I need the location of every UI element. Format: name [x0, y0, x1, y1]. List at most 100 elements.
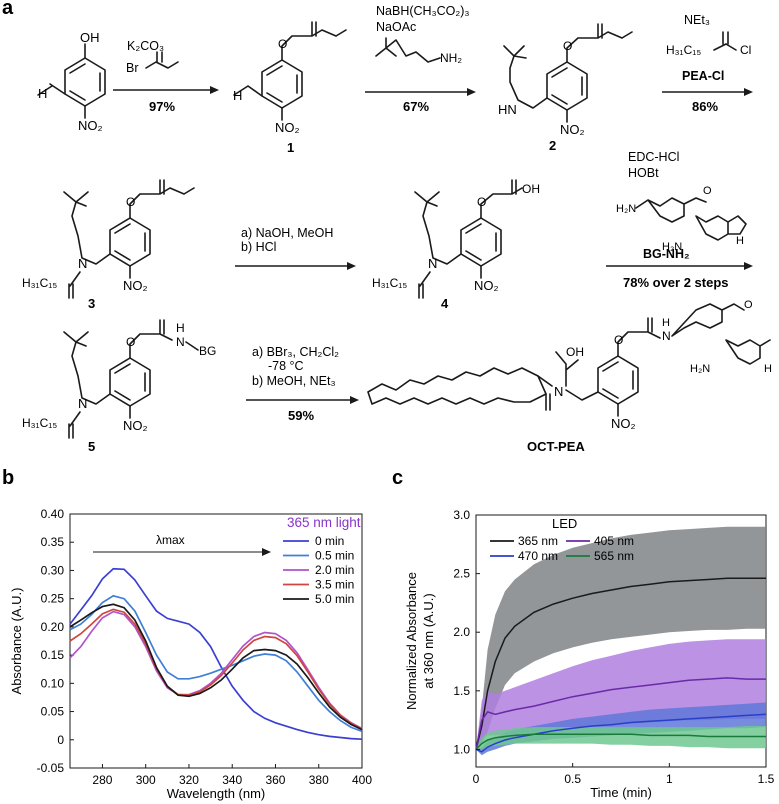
- compound-5-bg: BG: [199, 344, 216, 358]
- legend-c-title: LED: [552, 516, 577, 531]
- b-xtick-label: 280: [92, 773, 112, 787]
- b-series-line: [69, 594, 363, 733]
- compound-2-hn-label: HN: [498, 102, 517, 117]
- panel-label-b: b: [2, 467, 14, 489]
- oct-pea-no2: NO₂: [611, 416, 636, 431]
- panel-label-a: a: [2, 0, 14, 19]
- b-ytick-label: 0.40: [41, 507, 65, 521]
- b-legend-label: 5.0 min: [315, 592, 354, 606]
- b-series-line: [69, 603, 363, 731]
- step1-reagent2: Br: [126, 61, 139, 75]
- step5-reagent2: HOBt: [628, 166, 659, 180]
- c-xtick-label: 1: [666, 772, 673, 786]
- step4-line1: a) NaOH, MeOH: [241, 226, 333, 240]
- legend-b-title: 365 nm light: [287, 515, 361, 530]
- b-ytick-label: 0.20: [41, 620, 65, 634]
- b-legend-label: 2.0 min: [315, 563, 354, 577]
- compound-1-h-label: H: [233, 88, 242, 103]
- synthesis-scheme: a OH H NO₂ K₂CO₃ Br 97% O H NO₂ 1 NaBH(C…: [2, 0, 772, 454]
- plot-c-bands: [476, 526, 766, 756]
- c-series-line: [475, 577, 766, 750]
- b-ytick-label: 0.30: [41, 563, 65, 577]
- plot-c-x-ticks: 0 0.5 1 1.5: [473, 763, 775, 786]
- plot-c-xlabel: Time (min): [590, 785, 652, 800]
- b-xtick-label: 380: [309, 773, 329, 787]
- oct-pea-o: O: [614, 333, 623, 347]
- b-legend-label: 0 min: [315, 534, 344, 548]
- b-xtick-label: 320: [179, 773, 199, 787]
- plot-c-series: [475, 577, 767, 753]
- oct-pea-h2n: H₂N: [690, 363, 710, 375]
- step3: NEt₃ H₃₁C₁₅ Cl PEA-Cl 86%: [662, 13, 753, 114]
- b-ytick-label: 0: [57, 733, 64, 747]
- b-legend-label: 0.5 min: [315, 549, 354, 563]
- step5-reagent1: EDC-HCl: [628, 150, 679, 164]
- compound-3-n-label: N: [78, 256, 87, 271]
- c-ytick-label: 2.5: [453, 567, 470, 581]
- compound-4-n-label: N: [428, 256, 437, 271]
- plot-c-ylabel-line1: Normalized Absorbance: [404, 572, 419, 710]
- plot-b-ylabel: Absorbance (A.U.): [9, 588, 24, 695]
- step6-line1: a) BBr₃, CH₂Cl₂: [252, 345, 339, 359]
- compound-4-number: 4: [441, 296, 449, 311]
- oct-pea-oh: OH: [566, 345, 584, 359]
- chart-c-normalized-absorbance: c 1.0 1.5 2.0 2.5 3.0 0 0.5 1 1.5 LED 365 nm 405…: [392, 467, 775, 800]
- c-series-line: [475, 733, 766, 750]
- c-ytick-label: 1.0: [453, 742, 470, 756]
- chart-b-absorbance-spectra: b -0.05 0 0.05 0.10 0.15 0.20 0.25 0.30 0.35 0.40…: [2, 467, 372, 801]
- b-xtick-label: 300: [136, 773, 156, 787]
- c-legend-label: 365 nm: [518, 534, 558, 548]
- compound-5-n-label: N: [78, 396, 87, 411]
- step3-name: PEA-Cl: [682, 69, 724, 83]
- plot-c-ylabel-line2: at 360 nm (A.U.): [421, 593, 436, 688]
- compound-2-number: 2: [549, 138, 556, 153]
- step5: EDC-HCl HOBt H₂N O H H₂N BG-NH₂ 78% over…: [606, 150, 753, 290]
- compound-3-acyl: H₃₁C₁₅: [22, 276, 57, 290]
- step3-yield: 86%: [692, 99, 718, 114]
- step2-reagent1: NaBH(CH₃CO₂)₃: [376, 4, 470, 18]
- panel-label-c: c: [392, 467, 403, 489]
- compound-5-number: 5: [88, 439, 95, 454]
- compound-5: O H N BG N H₃₁C₁₅ NO₂ 5: [22, 319, 216, 454]
- compound-3-number: 3: [88, 296, 95, 311]
- step1-yield: 97%: [149, 99, 175, 114]
- compound-4: O OH N H₃₁C₁₅ NO₂ 4: [372, 179, 540, 311]
- c-ytick-label: 1.5: [453, 684, 470, 698]
- step6: a) BBr₃, CH₂Cl₂ -78 °C b) MeOH, NEt₃ 59%: [246, 345, 359, 423]
- oct-pea-ether-o: O: [744, 299, 753, 311]
- b-xtick-label: 360: [265, 773, 285, 787]
- compound-3: O N H₃₁C₁₅ NO₂ 3: [22, 179, 195, 311]
- b-ytick-label: 0.35: [41, 535, 65, 549]
- lambda-max-label: λmax: [156, 533, 185, 547]
- compound-5-no2: NO₂: [123, 418, 148, 433]
- c-error-band: [476, 726, 766, 750]
- compound-2-no2: NO₂: [560, 122, 585, 137]
- lambda-max-arrowhead: [262, 548, 271, 556]
- c-xtick-label: 1.5: [758, 772, 775, 786]
- oh-label: OH: [80, 30, 100, 45]
- bg-amine-o: O: [703, 185, 712, 197]
- oct-pea-amide-n: N: [662, 329, 671, 343]
- step3-reagent1: NEt₃: [684, 13, 710, 27]
- b-series-line: [69, 610, 363, 730]
- c-legend-label: 405 nm: [594, 534, 634, 548]
- step4-line2: b) HCl: [241, 240, 276, 254]
- aldehyde-h-label: H: [38, 86, 47, 101]
- b-series-line: [69, 608, 363, 730]
- step5-name: BG-NH₂: [643, 247, 690, 261]
- c-xtick-label: 0: [473, 772, 480, 786]
- step1-reagent1: K₂CO₃: [127, 39, 164, 53]
- b-ytick-label: 0.10: [41, 676, 65, 690]
- step1: K₂CO₃ Br 97%: [113, 39, 219, 114]
- step2-yield: 67%: [403, 99, 429, 114]
- step6-line2: -78 °C: [268, 359, 304, 373]
- c-xtick-label: 0.5: [564, 772, 581, 786]
- no2-label: NO₂: [78, 118, 103, 133]
- compound-2: O HN NO₂ 2: [498, 23, 633, 153]
- c-ytick-label: 3.0: [453, 508, 470, 522]
- c-legend-label: 470 nm: [518, 549, 558, 563]
- compound-5-o-label: O: [126, 335, 135, 349]
- compound-2-o-label: O: [563, 39, 572, 53]
- compound-1-no2: NO₂: [275, 120, 300, 135]
